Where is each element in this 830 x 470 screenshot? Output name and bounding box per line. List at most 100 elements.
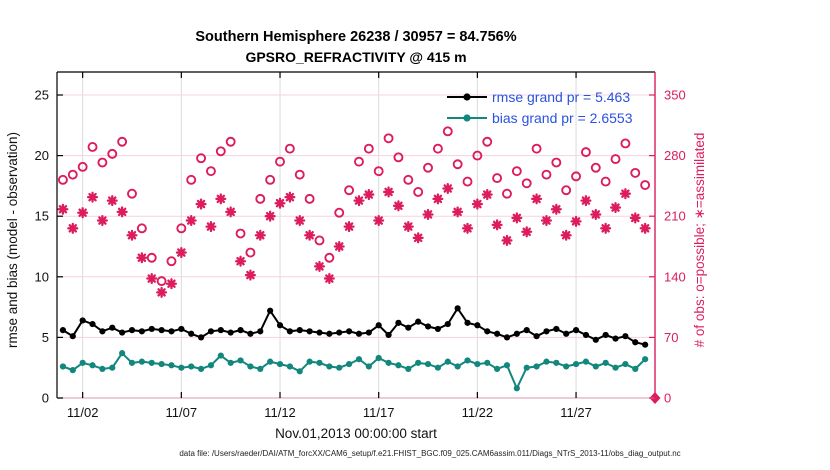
y-tick-label-left: 20 bbox=[35, 148, 49, 163]
bias-point bbox=[326, 363, 333, 370]
assimilated-obs-marker bbox=[165, 278, 178, 290]
rmse-point bbox=[99, 328, 106, 335]
bias-point bbox=[632, 365, 639, 373]
assimilated-obs-marker bbox=[126, 229, 138, 241]
possible-obs-marker bbox=[314, 235, 325, 246]
assimilated-obs-marker bbox=[185, 214, 197, 227]
possible-obs-marker bbox=[393, 152, 404, 163]
assimilated-obs-marker bbox=[225, 206, 237, 218]
assimilated-obs-marker bbox=[363, 189, 375, 201]
assimilated-obs-marker bbox=[205, 221, 217, 233]
rmse-point bbox=[119, 329, 126, 336]
bias-point bbox=[217, 352, 224, 359]
possible-obs-marker bbox=[196, 153, 207, 164]
assimilated-obs-marker bbox=[86, 191, 99, 203]
rmse-point bbox=[207, 328, 215, 335]
rmse-point bbox=[276, 322, 284, 329]
rmse-point bbox=[632, 339, 639, 346]
rmse-point bbox=[444, 320, 451, 328]
bias-point bbox=[572, 360, 580, 368]
possible-obs-marker bbox=[354, 156, 364, 167]
rmse-point bbox=[602, 331, 609, 339]
possible-obs-marker bbox=[117, 136, 128, 147]
bias-point bbox=[434, 364, 442, 371]
rmse-point bbox=[326, 330, 333, 337]
assimilated-obs-marker bbox=[442, 182, 454, 195]
rmse-point bbox=[197, 334, 205, 341]
possible-obs-marker bbox=[166, 256, 177, 267]
y-tick-label-right: 0 bbox=[664, 391, 671, 406]
grid-layer bbox=[57, 72, 655, 398]
legend-bias-label: bias grand pr = 2.6553 bbox=[492, 110, 633, 126]
rmse-point bbox=[306, 328, 313, 335]
y-tick-label-right: 210 bbox=[664, 209, 686, 224]
assimilated-obs-marker bbox=[77, 207, 89, 219]
axis-layer bbox=[56, 71, 656, 399]
rmse-point bbox=[563, 330, 570, 337]
assimilated-obs-marker bbox=[116, 206, 128, 218]
bias-point bbox=[395, 362, 402, 369]
rmse-point bbox=[296, 327, 303, 334]
possible-obs-marker bbox=[521, 178, 532, 189]
possible-obs-marker bbox=[511, 166, 522, 177]
bias-point bbox=[69, 367, 76, 374]
assimilated-obs-marker bbox=[590, 208, 602, 221]
possible-obs-marker bbox=[344, 185, 355, 196]
assimilated-obs-marker bbox=[215, 193, 227, 205]
possible-obs-marker bbox=[304, 193, 315, 204]
rmse-point bbox=[188, 330, 195, 337]
bias-point bbox=[286, 363, 293, 370]
rmse-point bbox=[582, 331, 590, 339]
assimilated-obs-marker bbox=[146, 272, 158, 285]
assimilated-obs-marker bbox=[560, 229, 572, 241]
rmse-point bbox=[217, 327, 224, 334]
possible-obs-marker bbox=[561, 185, 572, 196]
bias-point bbox=[444, 358, 451, 365]
series-bias bbox=[59, 350, 649, 392]
legend-bias-marker bbox=[463, 114, 471, 122]
legend-rmse-marker bbox=[463, 93, 471, 101]
possible-obs-marker bbox=[442, 126, 453, 137]
possible-obs-marker bbox=[472, 150, 483, 161]
assimilated-obs-marker bbox=[392, 200, 404, 212]
series-assimilated bbox=[57, 182, 651, 298]
series-rmse bbox=[59, 305, 649, 348]
rmse-point bbox=[523, 327, 530, 334]
assimilated-obs-marker bbox=[57, 203, 69, 215]
assimilated-obs-marker bbox=[609, 201, 622, 214]
assimilated-obs-marker bbox=[136, 252, 148, 264]
possible-obs-marker bbox=[255, 193, 266, 204]
rmse-point bbox=[385, 331, 392, 339]
possible-obs-marker bbox=[452, 159, 463, 170]
assimilated-obs-marker bbox=[323, 272, 335, 285]
bias-point bbox=[365, 363, 372, 370]
y-tick-label-left: 10 bbox=[35, 269, 49, 284]
right-axis-label: # of obs: o=possible; ∗=assimilated bbox=[692, 133, 707, 348]
rmse-point bbox=[257, 328, 264, 335]
assimilated-obs-marker bbox=[264, 210, 276, 222]
bias-point bbox=[59, 363, 67, 370]
assimilated-obs-marker bbox=[304, 229, 316, 241]
rmse-point bbox=[69, 333, 76, 340]
possible-obs-marker bbox=[492, 173, 503, 184]
rmse-point bbox=[454, 305, 461, 312]
rmse-point bbox=[227, 329, 234, 336]
possible-obs-marker bbox=[186, 174, 197, 185]
rmse-point bbox=[415, 318, 422, 325]
assimilated-obs-marker bbox=[175, 247, 187, 259]
possible-obs-marker bbox=[67, 169, 78, 180]
rmse-point bbox=[128, 327, 136, 334]
possible-obs-marker bbox=[363, 143, 374, 154]
rmse-point bbox=[267, 307, 274, 314]
assimilated-obs-marker bbox=[234, 255, 247, 267]
bias-point bbox=[109, 364, 116, 371]
assimilated-obs-marker bbox=[491, 219, 503, 231]
rmse-point bbox=[424, 323, 432, 330]
assimilated-obs-marker bbox=[570, 215, 582, 227]
bias-point bbox=[582, 358, 590, 365]
rmse-point bbox=[434, 325, 442, 333]
possible-obs-marker bbox=[462, 176, 473, 187]
rmse-point bbox=[168, 328, 175, 335]
bias-point bbox=[474, 360, 481, 368]
